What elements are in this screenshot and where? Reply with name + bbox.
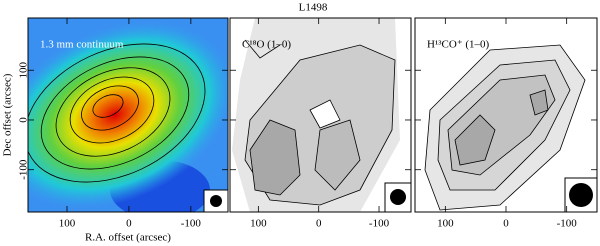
x-tick-label: -100: [557, 218, 578, 230]
y-tick-label: 0: [18, 117, 30, 123]
x-tick-label: 100: [437, 218, 454, 230]
panel-frame: [229, 17, 412, 213]
x-tick-label: 0: [316, 218, 322, 230]
panel-label: 1.3 mm continuum: [40, 39, 124, 51]
chart-title: L1498: [299, 2, 328, 14]
y-axis-label: Dec offset (arcsec): [2, 73, 14, 156]
y-tick-label: 100: [18, 61, 30, 78]
x-tick-label: -100: [181, 218, 202, 230]
c18o-map: [232, 18, 411, 212]
panel-label: H¹³CO⁺ (1–0): [427, 39, 490, 51]
x-tick-label: 0: [126, 218, 132, 230]
panel-label: C¹⁸O (1–0): [242, 39, 291, 51]
h13co-map: [424, 44, 597, 212]
x-axis-label: R.A. offset (arcsec): [85, 232, 171, 244]
x-tick-label: 100: [59, 218, 76, 230]
panel-frame: [27, 17, 229, 213]
continuum-map: [28, 18, 228, 212]
x-tick-label: 0: [503, 218, 509, 230]
x-tick-label: 100: [250, 218, 267, 230]
y-tick-label: -100: [18, 159, 30, 180]
x-tick-label: -100: [369, 218, 390, 230]
